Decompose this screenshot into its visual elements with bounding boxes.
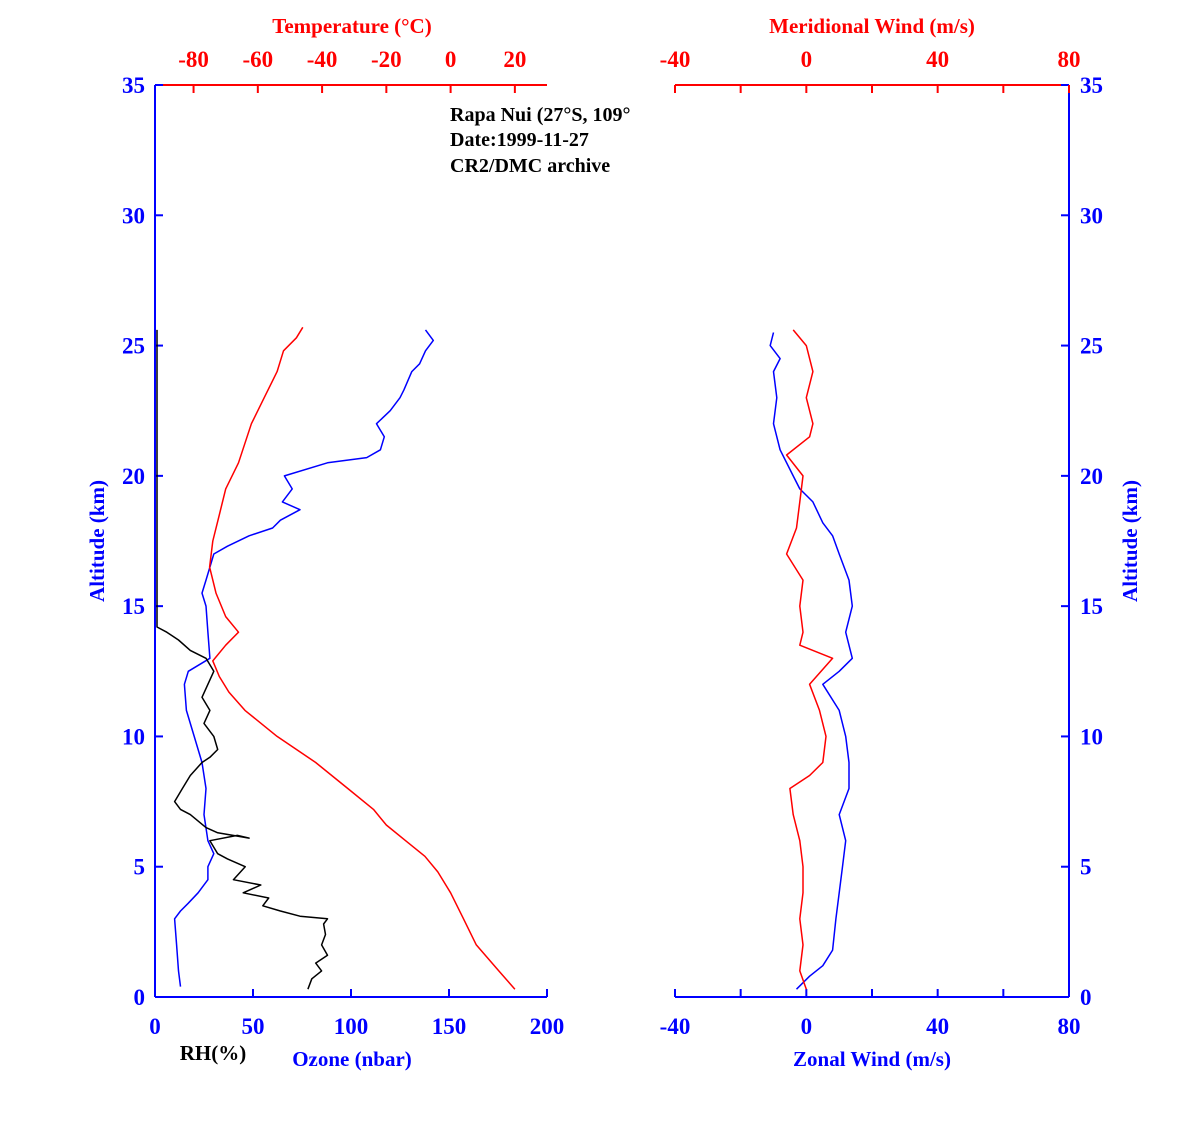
temperature-c-line — [208, 326, 516, 990]
right-altitude-tick-label: 0 — [1080, 985, 1092, 1010]
right-altitude-tick-labels: 0 5 10 15 20 25 30 35 — [1080, 73, 1103, 1010]
ozone-tick-label: 0 — [149, 1014, 161, 1039]
temperature-axis-label: Temperature (°C) — [272, 14, 431, 38]
ozone-tick-label: 100 — [334, 1014, 369, 1039]
left-altitude-tick-label: 35 — [122, 73, 145, 98]
meridional-wind-tick-label: -40 — [660, 47, 691, 72]
left-altitude-ticks — [155, 84, 163, 998]
rh-line — [156, 329, 329, 990]
meridional-wind-ticks — [674, 85, 1070, 93]
zonal-wind-m-s-line — [769, 332, 854, 990]
rh-axis-label: RH(%) — [180, 1041, 247, 1065]
ozone-tick-labels: 0 50 100 150 200 — [149, 1014, 564, 1039]
right-altitude-tick-label: 15 — [1080, 594, 1103, 619]
right-series-group — [769, 329, 854, 990]
annotation-station: Rapa Nui (27°S, 109° — [450, 104, 630, 126]
station-annotation: Rapa Nui (27°S, 109° Date:1999-11-27 CR2… — [450, 104, 630, 177]
ozone-axis-label: Ozone (nbar) — [292, 1047, 412, 1071]
right-altitude-ticks — [1061, 84, 1069, 998]
meridional-wind-tick-label: 80 — [1058, 47, 1081, 72]
right-panel: 0 5 10 15 20 25 30 35 -40 0 40 80 -40 0 40 80 Meridio… — [660, 14, 1142, 1071]
left-altitude-tick-label: 25 — [122, 334, 145, 359]
right-altitude-tick-label: 10 — [1080, 724, 1103, 749]
temperature-tick-label: -40 — [307, 47, 338, 72]
temperature-tick-label: -20 — [371, 47, 402, 72]
temperature-tick-label: -80 — [178, 47, 209, 72]
left-altitude-tick-label: 10 — [122, 724, 145, 749]
ozone-tick-label: 50 — [242, 1014, 265, 1039]
left-altitude-tick-label: 0 — [134, 985, 146, 1010]
right-altitude-tick-label: 35 — [1080, 73, 1103, 98]
temperature-ticks — [192, 85, 516, 93]
temperature-tick-label: 0 — [445, 47, 457, 72]
ozone-tick-label: 150 — [432, 1014, 467, 1039]
right-altitude-tick-label: 5 — [1080, 855, 1092, 880]
ozone-tick-label: 200 — [530, 1014, 565, 1039]
zonal-wind-axis-label: Zonal Wind (m/s) — [793, 1047, 951, 1071]
ozone-nbar-line — [173, 329, 435, 987]
temperature-tick-labels: -80 -60 -40 -20 0 20 — [178, 47, 526, 72]
zonal-wind-tick-labels: -40 0 40 80 — [660, 1014, 1081, 1039]
left-altitude-tick-label: 15 — [122, 594, 145, 619]
zonal-wind-tick-label: 40 — [926, 1014, 949, 1039]
left-altitude-tick-label: 20 — [122, 464, 145, 489]
right-altitude-tick-label: 20 — [1080, 464, 1103, 489]
right-altitude-tick-label: 25 — [1080, 334, 1103, 359]
zonal-wind-tick-label: 0 — [801, 1014, 813, 1039]
zonal-wind-tick-label: -40 — [660, 1014, 691, 1039]
left-altitude-tick-labels: 0 5 10 15 20 25 30 35 — [122, 73, 145, 1010]
right-altitude-tick-label: 30 — [1080, 203, 1103, 228]
left-altitude-tick-label: 5 — [134, 855, 146, 880]
ozone-ticks — [154, 989, 548, 997]
temperature-tick-label: -60 — [242, 47, 273, 72]
meridional-wind-axis-label: Meridional Wind (m/s) — [769, 14, 975, 38]
left-series-group — [156, 326, 516, 990]
left-altitude-tick-label: 30 — [122, 203, 145, 228]
temperature-tick-label: 20 — [503, 47, 526, 72]
meridional-wind-tick-label: 40 — [926, 47, 949, 72]
right-altitude-label: Altitude (km) — [1118, 480, 1142, 602]
meridional-wind-m-s-line — [785, 329, 834, 990]
meridional-wind-tick-label: 0 — [801, 47, 813, 72]
meridional-wind-tick-labels: -40 0 40 80 — [660, 47, 1081, 72]
zonal-wind-ticks — [674, 989, 1070, 997]
left-altitude-label: Altitude (km) — [85, 480, 109, 602]
zonal-wind-tick-label: 80 — [1058, 1014, 1081, 1039]
annotation-archive: CR2/DMC archive — [450, 155, 610, 177]
annotation-date: Date:1999-11-27 — [450, 129, 589, 151]
